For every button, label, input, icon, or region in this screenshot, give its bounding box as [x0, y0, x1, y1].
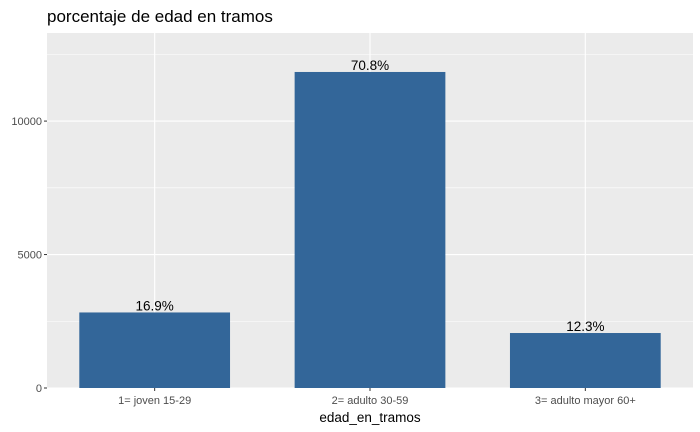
bar [509, 333, 661, 388]
chart-title: porcentaje de edad en tramos [47, 7, 273, 26]
y-axis: 0 5000 10000 [11, 116, 47, 395]
x-axis-title: edad_en_tramos [319, 410, 421, 425]
x-axis: 1= joven 15-29 2= adulto 30-59 3= adulto m… [118, 388, 636, 407]
bar [294, 71, 446, 389]
bar-data-labels: 16.9% 70.8% 12.3% [136, 58, 605, 334]
bar [79, 312, 231, 388]
x-tick-label: 3= adulto mayor 60+ [535, 395, 636, 407]
bars [79, 71, 661, 389]
x-tick-label: 1= joven 15-29 [118, 395, 191, 407]
y-tick-label: 5000 [18, 250, 42, 262]
y-tick-label: 0 [36, 383, 42, 395]
x-tick-label: 2= adulto 30-59 [332, 395, 409, 407]
bar-value-label: 16.9% [136, 298, 174, 313]
y-tick-label: 10000 [11, 116, 42, 128]
bar-value-label: 12.3% [566, 319, 604, 334]
bar-value-label: 70.8% [351, 58, 389, 73]
